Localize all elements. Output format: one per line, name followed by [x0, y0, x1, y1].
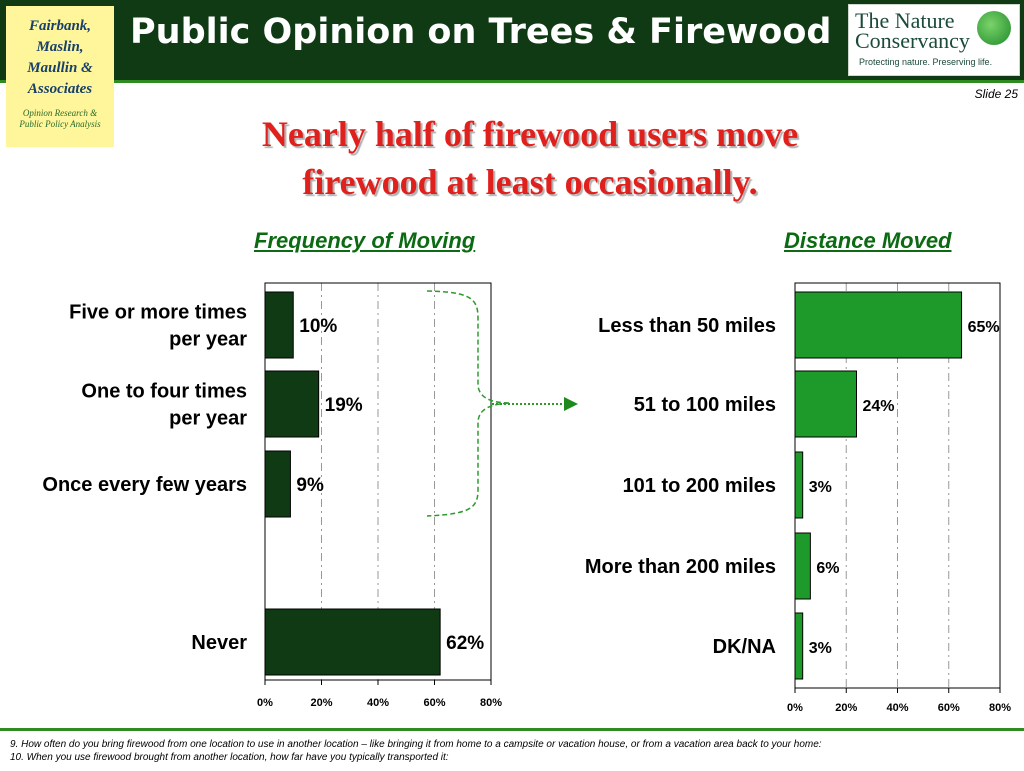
logo-tagline: Protecting nature. Preserving life.: [859, 57, 993, 67]
frequency-category-label: Once every few years: [42, 474, 247, 496]
headline-line: Nearly half of firewood users move: [261, 114, 799, 154]
distance-bar: [794, 612, 804, 680]
charts-canvas: 0% 20% 40% 60% 80% 10% Five or more times per y…: [42, 282, 1011, 714]
chart-title-frequency: Frequency of Moving: [254, 228, 476, 253]
footnote-q9: 9. How often do you bring firewood from …: [10, 739, 822, 750]
frequency-category-label: per year: [169, 329, 247, 351]
distance-value-label: 24%: [863, 398, 895, 415]
firm-name-line: Associates: [27, 81, 93, 97]
frequency-tick-label: 40%: [367, 697, 389, 709]
firm-name-line: Maullin &: [27, 60, 93, 76]
distance-tick-label: 60%: [938, 702, 960, 714]
connector-arrowhead-icon: [564, 397, 578, 411]
firm-tagline: Opinion Research & Public Policy Analysi…: [6, 108, 114, 130]
firm-name-line: Fairbank,: [28, 18, 92, 34]
footnotes: 9. How often do you bring firewood from …: [0, 728, 1024, 771]
frequency-value-label: 9%: [296, 475, 324, 496]
nature-conservancy-logo: The Nature Conservancy Protecting nature…: [848, 4, 1020, 76]
frequency-tick-label: 80%: [480, 697, 502, 709]
frequency-bar: [264, 608, 441, 676]
headline-line: firewood at least occasionally.: [302, 162, 758, 202]
slide-number: Slide 25: [974, 87, 1018, 101]
distance-category-label: 101 to 200 miles: [623, 475, 776, 497]
firm-logo: Fairbank, Maslin, Maullin & Associates O…: [6, 6, 114, 147]
distance-category-label: 51 to 100 miles: [634, 394, 776, 416]
logo-name-line: Conservancy: [855, 28, 970, 53]
frequency-tick-label: 60%: [423, 697, 445, 709]
distance-category-label: More than 200 miles: [585, 556, 776, 578]
logo-name: The Nature Conservancy: [855, 8, 970, 53]
firm-name: Fairbank, Maslin, Maullin & Associates: [6, 16, 114, 100]
frequency-category-label: Five or more times: [69, 302, 247, 324]
frequency-bar: [264, 291, 294, 359]
distance-value-label: 3%: [809, 640, 832, 657]
distance-tick-label: 0%: [787, 702, 803, 714]
distance-bar: [794, 370, 857, 438]
header-title: Public Opinion on Trees & Firewood: [130, 12, 832, 52]
distance-category-label: Less than 50 miles: [598, 315, 776, 337]
frequency-value-label: 62%: [446, 633, 484, 654]
frequency-category-label: per year: [169, 408, 247, 430]
mover-group-bracket: [426, 290, 511, 517]
frequency-bar: [264, 450, 291, 518]
frequency-value-label: 19%: [325, 395, 363, 416]
distance-value-label: 3%: [809, 479, 832, 496]
frequency-bar: [264, 370, 320, 438]
frequency-category-label: One to four times: [81, 381, 247, 403]
distance-value-label: 6%: [816, 560, 839, 577]
firm-tagline-line: Opinion Research &: [22, 108, 98, 118]
footnote-q10: 10. When you use firewood brought from a…: [10, 752, 449, 763]
distance-category-label: DK/NA: [713, 636, 776, 658]
firm-name-line: Maslin,: [36, 39, 84, 55]
frequency-category-label: Never: [191, 632, 247, 654]
distance-bar: [794, 451, 804, 519]
frequency-value-label: 10%: [299, 316, 337, 337]
leaf-globe-icon: [977, 11, 1011, 45]
chart-title-distance: Distance Moved: [784, 228, 952, 253]
distance-tick-label: 80%: [989, 702, 1011, 714]
distance-tick-label: 20%: [835, 702, 857, 714]
firm-tagline-line: Public Policy Analysis: [19, 119, 101, 129]
logo-name-line: The Nature: [855, 8, 955, 33]
frequency-tick-label: 0%: [257, 697, 273, 709]
distance-tick-label: 40%: [886, 702, 908, 714]
frequency-tick-label: 20%: [310, 697, 332, 709]
distance-value-label: 65%: [968, 319, 1000, 336]
header-divider: [0, 80, 1024, 83]
distance-bar: [794, 291, 963, 359]
distance-bar: [794, 532, 811, 600]
slide-headline: Nearly half of firewood users move firew…: [180, 110, 880, 206]
